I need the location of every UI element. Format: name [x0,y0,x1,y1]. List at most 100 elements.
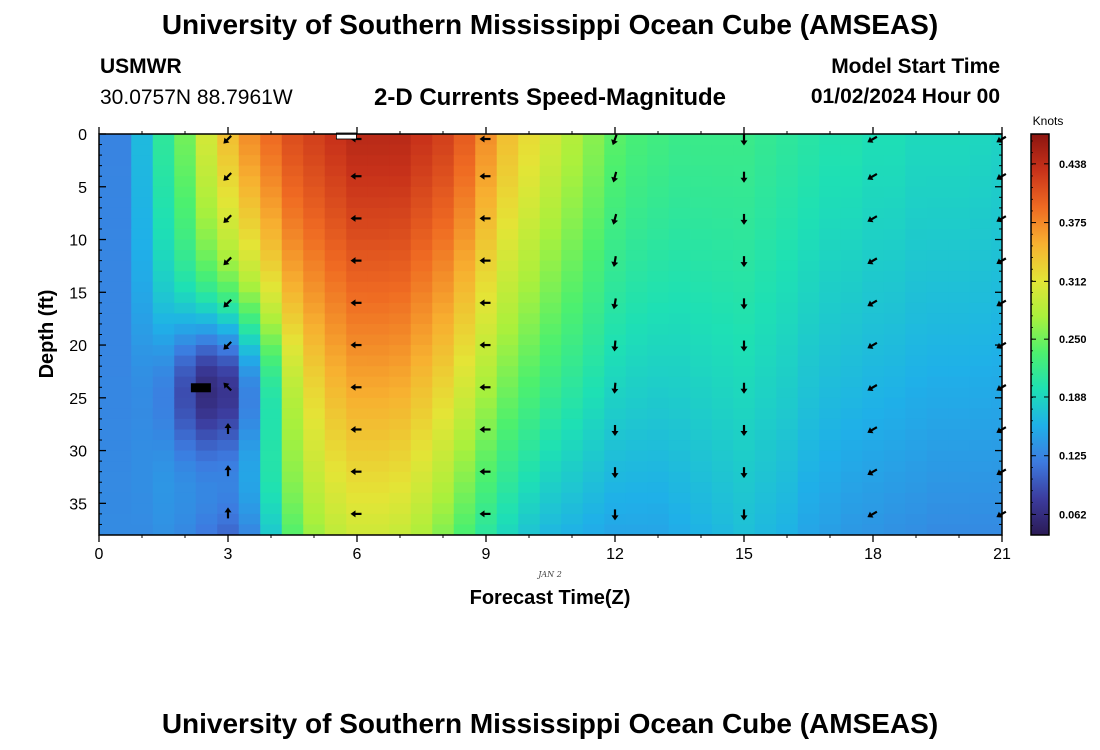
heatmap-cell [99,292,132,304]
heatmap-cell [604,271,627,283]
heatmap-cell [174,207,197,220]
heatmap-cell [99,134,132,146]
heatmap-cell [690,250,713,262]
heatmap-cell [754,503,777,515]
heatmap-cell [582,440,605,452]
heatmap-cell [453,323,476,336]
heatmap-cell [432,281,455,293]
heatmap-cell [991,228,1002,241]
heatmap-cell [346,302,369,314]
heatmap-cell [346,429,369,441]
heatmap-cell [410,292,433,304]
heatmap-cell [840,461,863,473]
heatmap-cell [453,492,476,504]
heatmap-cell [647,165,670,177]
heatmap-cell [152,134,175,146]
heatmap-cell [776,429,799,441]
heatmap-cell [389,155,412,167]
heatmap-cell [389,334,412,346]
heatmap-cell [926,155,949,167]
y-tick-label: 10 [69,233,87,250]
heatmap-cell [174,492,197,504]
heatmap-cell [754,355,777,367]
heatmap-cell [668,134,691,146]
heatmap-cell [475,323,498,336]
heatmap-cell [711,440,734,452]
heatmap-cell [195,186,218,198]
heatmap-cell [518,429,541,441]
colorbar-tick-label: 0.438 [1059,159,1087,171]
heatmap-cell [152,408,175,420]
colorbar-tick-label: 0.250 [1059,334,1087,346]
heatmap-cell [346,176,369,188]
heatmap-cell [819,228,842,241]
heatmap-cell [475,461,498,473]
heatmap-cell [862,461,885,473]
heatmap-cell [840,345,863,357]
heatmap-cell [217,313,240,325]
heatmap-cell [303,376,326,388]
heatmap-cell [303,366,326,378]
heatmap-cell [582,134,605,146]
heatmap-cell [969,492,992,504]
heatmap-cell [582,313,605,325]
heatmap-cell [131,186,154,198]
heatmap-cell [754,302,777,314]
heatmap-cell [948,176,971,188]
heatmap-cell [819,218,842,230]
heatmap-cell [152,144,175,156]
heatmap-cell [453,197,476,209]
heatmap-cell [797,492,820,504]
heatmap-cell [819,387,842,399]
heatmap-cell [518,408,541,420]
heatmap-cell [475,197,498,209]
heatmap-cell [475,176,498,188]
colorbar-label: Knots [1033,114,1064,128]
current-vector [479,341,491,349]
heatmap-cell [969,250,992,262]
heatmap-cell [819,207,842,220]
heatmap-cell [410,524,433,535]
heatmap-cell [690,513,713,526]
heatmap-cell [260,461,283,473]
heatmap-cell [754,440,777,452]
heatmap-cell [905,376,928,388]
heatmap-cell [969,176,992,188]
heatmap-cell [883,155,906,167]
heatmap-cell [346,397,369,409]
heatmap-cell [99,450,132,462]
heatmap-cell [776,397,799,409]
colorbar-gradient [1030,133,1050,536]
heatmap-cell [99,260,132,272]
heatmap-cell [518,345,541,357]
heatmap-cell [840,408,863,420]
heatmap-cell [733,281,756,293]
heatmap-cell [883,524,906,535]
heatmap-cell [690,155,713,167]
heatmap-cell [518,302,541,314]
heatmap-cell [582,471,605,483]
heatmap-cell [260,366,283,378]
y-tick-label: 20 [69,338,87,355]
heatmap-cell [582,461,605,473]
heatmap-cell [195,461,218,473]
heatmap-cell [238,271,261,283]
heatmap-cell [539,418,562,431]
heatmap-cell [131,134,154,146]
heatmap-cell [518,492,541,504]
heatmap-cell [217,260,240,272]
heatmap-cell [883,418,906,431]
heatmap-cell [432,313,455,325]
heatmap-cell [432,482,455,494]
heatmap-cell [647,461,670,473]
current-vector [479,214,491,222]
heatmap-cell [260,313,283,325]
heatmap-cell [862,355,885,367]
heatmap-cell [776,207,799,220]
heatmap-cell [862,281,885,293]
heatmap-cell [260,334,283,346]
heatmap-cell [948,513,971,526]
heatmap-cell [389,134,412,146]
current-vector [867,173,878,180]
heatmap-cell [324,429,347,441]
